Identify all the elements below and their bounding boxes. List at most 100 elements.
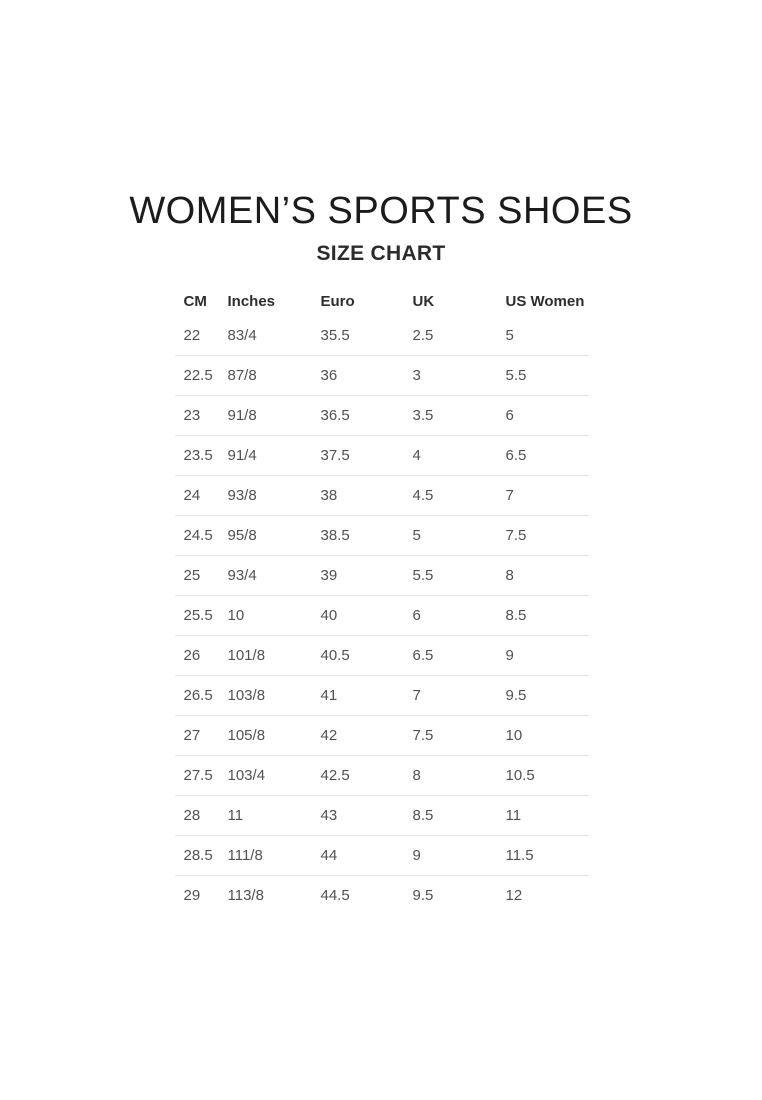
table-cell: 87/8 [227, 367, 257, 385]
table-body: 22 83/4 35.5 2.5 5 22.5 87/8 36 3 5.5 23 91/8 36.5 3.… [174, 316, 588, 916]
table-cell: 7 [412, 687, 421, 705]
table-cell: 9 [412, 847, 421, 865]
table-cell: 5.5 [412, 567, 434, 585]
table-cell: 113/8 [227, 887, 264, 905]
table-cell: 2.5 [412, 326, 434, 344]
table-cell: 26 [183, 647, 201, 665]
table-cell: 36.5 [320, 407, 350, 425]
table-cell: 12 [505, 887, 523, 905]
table-cell: 22.5 [183, 367, 213, 385]
table-row: 24 93/8 38 4.5 7 [174, 476, 588, 516]
table-cell: 25.5 [183, 607, 213, 625]
table-cell: 38 [320, 487, 338, 505]
column-header-cm: CM [183, 293, 207, 311]
table-cell: 25 [183, 567, 201, 585]
table-row: 29 113/8 44.5 9.5 12 [175, 876, 588, 916]
table-cell: 5 [412, 527, 421, 545]
table-cell: 27.5 [183, 767, 213, 785]
table-cell: 105/8 [227, 727, 266, 745]
table-cell: 9.5 [412, 887, 434, 905]
table-cell: 91/4 [227, 447, 257, 465]
table-cell: 23.5 [183, 447, 213, 465]
table-row: 22 83/4 35.5 2.5 5 [174, 316, 588, 356]
table-cell: 91/8 [227, 407, 257, 425]
table-cell: 27 [183, 727, 201, 745]
table-row: 28 11 43 8.5 11 [174, 796, 588, 836]
table-cell: 29 [183, 887, 201, 905]
table-row: 26.5 103/8 41 7 9.5 [174, 676, 588, 716]
table-row: 23 91/8 36.5 3.5 6 [174, 396, 588, 436]
size-chart-table: CM Inches Euro UK US Women 22 83/4 35.5 2.5 5 22.… [174, 288, 588, 916]
table-cell: 38.5 [320, 527, 350, 545]
table-cell: 101/8 [227, 647, 266, 665]
table-cell: 42.5 [320, 767, 350, 785]
table-row: 28.5 111/8 44 9 11.5 [174, 836, 588, 876]
table-cell: 95/8 [227, 527, 257, 545]
table-cell: 6.5 [505, 447, 527, 465]
table-cell: 7 [505, 487, 514, 505]
table-cell: 3.5 [412, 407, 434, 425]
table-cell: 5 [505, 326, 514, 344]
table-cell: 28 [183, 807, 201, 825]
table-cell: 7.5 [412, 727, 434, 745]
table-cell: 41 [320, 687, 338, 705]
table-row: 27.5 103/4 42.5 8 10.5 [174, 756, 588, 796]
column-header-inches: Inches [227, 293, 276, 311]
table-cell: 6 [412, 607, 421, 625]
table-cell: 9 [505, 647, 514, 665]
table-cell: 10 [505, 727, 523, 745]
table-cell: 6 [505, 407, 514, 425]
table-cell: 11.5 [505, 847, 534, 865]
table-cell: 8 [412, 767, 421, 785]
table-cell: 111/8 [227, 847, 263, 865]
table-cell: 23 [183, 407, 201, 425]
table-cell: 103/4 [227, 767, 266, 785]
table-cell: 11 [227, 807, 244, 825]
table-cell: 6.5 [412, 647, 434, 665]
table-cell: 39 [320, 567, 338, 585]
table-cell: 8.5 [505, 607, 527, 625]
table-cell: 7.5 [505, 527, 527, 545]
table-row: 22.5 87/8 36 3 5.5 [174, 356, 588, 396]
table-cell: 44 [320, 847, 338, 865]
table-cell: 24.5 [183, 527, 213, 545]
table-header: CM Inches Euro UK US Women [175, 288, 588, 316]
table-cell: 22 [183, 326, 201, 344]
table-cell: 93/4 [227, 567, 257, 585]
table-cell: 10.5 [505, 767, 535, 785]
table-cell: 4.5 [412, 487, 434, 505]
table-cell: 35.5 [320, 326, 350, 344]
table-cell: 5.5 [505, 367, 527, 385]
table-cell: 93/8 [227, 487, 257, 505]
table-cell: 44.5 [320, 887, 350, 905]
table-cell: 28.5 [183, 847, 213, 865]
table-cell: 40 [320, 607, 338, 625]
table-cell: 10 [227, 607, 245, 625]
table-cell: 36 [320, 367, 338, 385]
table-row: 23.5 91/4 37.5 4 6.5 [174, 436, 588, 476]
table-cell: 4 [412, 447, 421, 465]
table-cell: 37.5 [320, 447, 350, 465]
table-row: 25 93/4 39 5.5 8 [174, 556, 588, 596]
table-cell: 40.5 [320, 647, 350, 665]
table-cell: 26.5 [183, 687, 213, 705]
table-row: 24.5 95/8 38.5 5 7.5 [174, 516, 588, 556]
table-row: 25.5 10 40 6 8.5 [174, 596, 588, 636]
table-cell: 9.5 [505, 687, 527, 705]
page-subtitle: SIZE CHART [316, 241, 446, 265]
table-row: 27 105/8 42 7.5 10 [174, 716, 588, 756]
table-cell: 24 [183, 487, 201, 505]
table-row: 26 101/8 40.5 6.5 9 [174, 636, 588, 676]
table-header-row: CM Inches Euro UK US Women [175, 288, 588, 316]
table-cell: 8 [505, 567, 514, 585]
column-header-us-women: US Women [505, 293, 585, 311]
column-header-euro: Euro [320, 293, 355, 311]
column-header-uk: UK [412, 293, 435, 311]
table-cell: 103/8 [227, 687, 266, 705]
table-cell: 8.5 [412, 807, 434, 825]
table-cell: 43 [320, 807, 338, 825]
table-cell: 42 [320, 727, 338, 745]
table-cell: 11 [505, 807, 522, 825]
table-cell: 83/4 [227, 326, 257, 344]
